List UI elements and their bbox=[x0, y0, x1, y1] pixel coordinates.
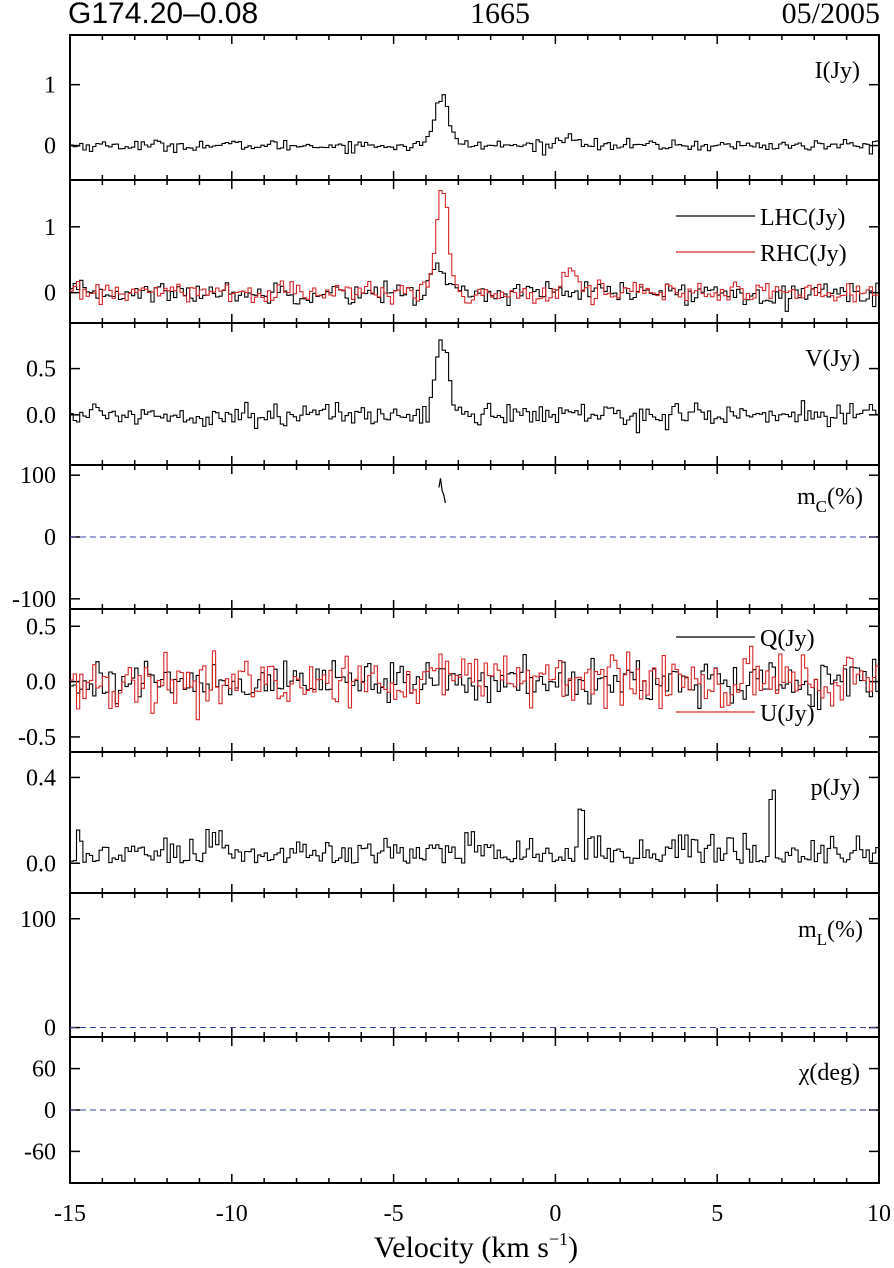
legend-label: RHC(Jy) bbox=[760, 241, 847, 267]
spectrum-trace bbox=[70, 789, 879, 864]
y-tick-label: 0 bbox=[44, 1016, 56, 1042]
spectrum-ujy bbox=[70, 645, 879, 721]
frequency-label: 1665 bbox=[470, 0, 530, 30]
panel-6: 0.4 0.0 p(Jy) bbox=[26, 751, 880, 894]
panel-label: p(Jy) bbox=[811, 775, 860, 801]
y-tick-label: 0 bbox=[44, 1098, 56, 1124]
spectrum-lhcjy bbox=[70, 262, 879, 312]
y-tick-label: 100 bbox=[20, 463, 56, 489]
y-tick-label: 0 bbox=[44, 281, 56, 307]
panel-stack: 0 1 I(Jy) 0 1 LHC(Jy) RHC(Jy) 0.5 0.0 V(Jy) 100 0 -1… bbox=[12, 34, 880, 1184]
panel-frame bbox=[69, 892, 880, 1038]
observation-date: 05/2005 bbox=[781, 0, 880, 30]
y-tick-label: 1 bbox=[44, 73, 56, 99]
panel-2: 0 1 LHC(Jy) RHC(Jy) bbox=[44, 179, 880, 324]
legend-label: LHC(Jy) bbox=[760, 205, 845, 231]
spectrum-trace bbox=[70, 94, 879, 156]
panel-label: mL(%) bbox=[798, 917, 863, 949]
legend-label: Q(Jy) bbox=[760, 626, 815, 652]
y-tick-label: 0.4 bbox=[26, 765, 56, 791]
x-tick-label: 5 bbox=[711, 1201, 723, 1227]
panel-5: 0.5 0.0 -0.5 Q(Jy) U(Jy) bbox=[18, 608, 880, 753]
panel-frame bbox=[69, 322, 880, 466]
x-tick-label: 0 bbox=[549, 1201, 561, 1227]
x-axis: -15 -10 -5 0 5 10 bbox=[54, 1201, 891, 1227]
panel-7: 100 0 mL(%) bbox=[20, 892, 880, 1042]
panel-4: 100 0 -100 mC(%) bbox=[12, 463, 880, 613]
panel-frame bbox=[69, 751, 880, 894]
legend-label: U(Jy) bbox=[760, 701, 815, 727]
y-tick-label: -60 bbox=[24, 1139, 56, 1165]
source-name: G174.20–0.08 bbox=[68, 0, 259, 30]
y-tick-label: 0.0 bbox=[26, 403, 56, 429]
spectrum-trace bbox=[70, 339, 879, 434]
y-tick-label: 1 bbox=[44, 215, 56, 241]
x-tick-label: -5 bbox=[384, 1201, 404, 1227]
x-tick-label: -10 bbox=[216, 1201, 248, 1227]
panel-label: mC(%) bbox=[797, 484, 863, 516]
panel-label: V(Jy) bbox=[805, 346, 860, 372]
spectrum-rhcjy bbox=[70, 190, 879, 306]
panel-frame bbox=[69, 34, 880, 181]
y-tick-label: 0.0 bbox=[26, 851, 56, 877]
panel-8: 60 0 -60 χ(deg) bbox=[24, 1036, 880, 1184]
panel-frame bbox=[69, 179, 880, 324]
x-axis-title: Velocity (km s−1) bbox=[374, 1229, 578, 1264]
panel-label: χ(deg) bbox=[798, 1060, 860, 1086]
panel-label: I(Jy) bbox=[815, 58, 860, 84]
y-tick-label: 0.5 bbox=[26, 357, 56, 383]
mc-segment bbox=[438, 478, 446, 504]
y-tick-label: 0.0 bbox=[26, 670, 56, 696]
y-tick-label: 0 bbox=[44, 134, 56, 160]
y-tick-label: 0.5 bbox=[26, 614, 56, 640]
y-tick-label: 60 bbox=[32, 1057, 56, 1083]
y-tick-label: -100 bbox=[12, 587, 56, 613]
panel-1: 0 1 I(Jy) bbox=[44, 34, 880, 181]
y-tick-label: 100 bbox=[20, 907, 56, 933]
panel-3: 0.5 0.0 V(Jy) bbox=[26, 322, 880, 466]
x-tick-label: 10 bbox=[867, 1201, 891, 1227]
y-tick-label: 0 bbox=[44, 525, 56, 551]
x-tick-label: -15 bbox=[54, 1201, 86, 1227]
y-tick-label: -0.5 bbox=[18, 725, 56, 751]
